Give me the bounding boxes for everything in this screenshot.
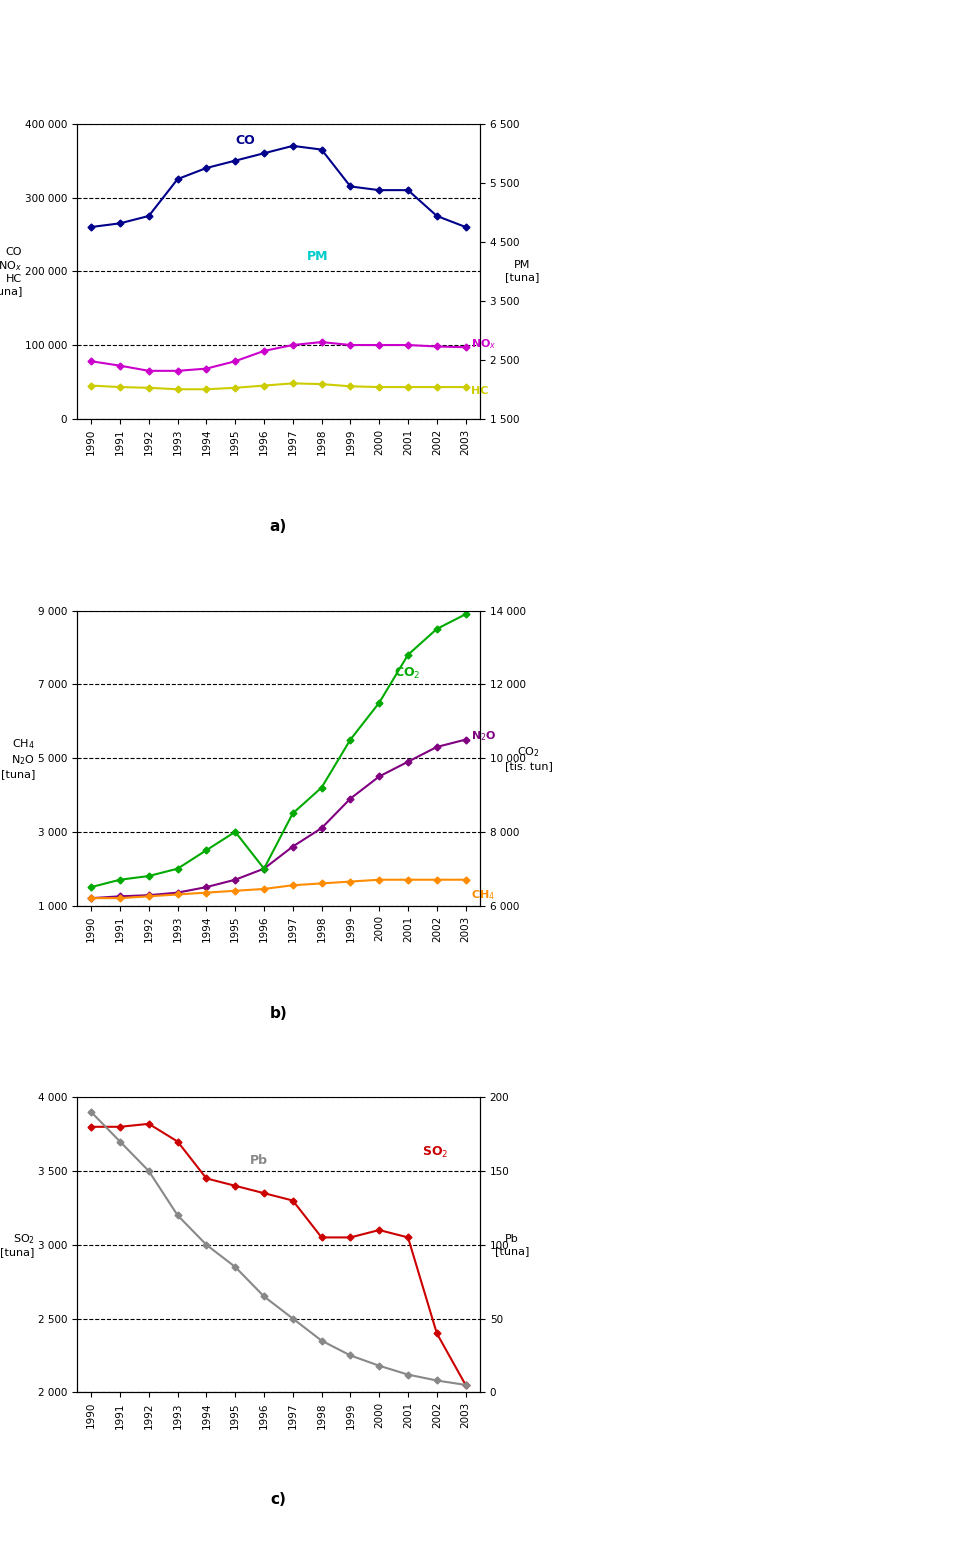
Text: SO$_2$: SO$_2$ [422,1145,448,1160]
Y-axis label: SO$_2$
[tuna]: SO$_2$ [tuna] [0,1231,35,1258]
Text: PM: PM [307,251,328,263]
Text: a): a) [270,518,287,534]
Text: NO$_x$: NO$_x$ [471,337,497,351]
Text: CH$_4$: CH$_4$ [471,888,495,902]
Y-axis label: PM
[tuna]: PM [tuna] [505,260,540,282]
Text: HC: HC [471,387,489,396]
Y-axis label: Pb
[tuna]: Pb [tuna] [495,1235,529,1256]
Y-axis label: CO
NO$_x$
HC
[tuna]: CO NO$_x$ HC [tuna] [0,248,22,295]
Y-axis label: CO$_2$
[tis. tun]: CO$_2$ [tis. tun] [505,746,552,770]
Text: c): c) [271,1493,286,1507]
Text: CO: CO [235,135,255,147]
Text: CO$_2$: CO$_2$ [394,665,420,681]
Y-axis label: CH$_4$
N$_2$O
[tuna]: CH$_4$ N$_2$O [tuna] [1,738,35,778]
Text: Pb: Pb [250,1154,268,1166]
Text: N$_2$O: N$_2$O [471,730,497,744]
Text: b): b) [270,1006,287,1021]
